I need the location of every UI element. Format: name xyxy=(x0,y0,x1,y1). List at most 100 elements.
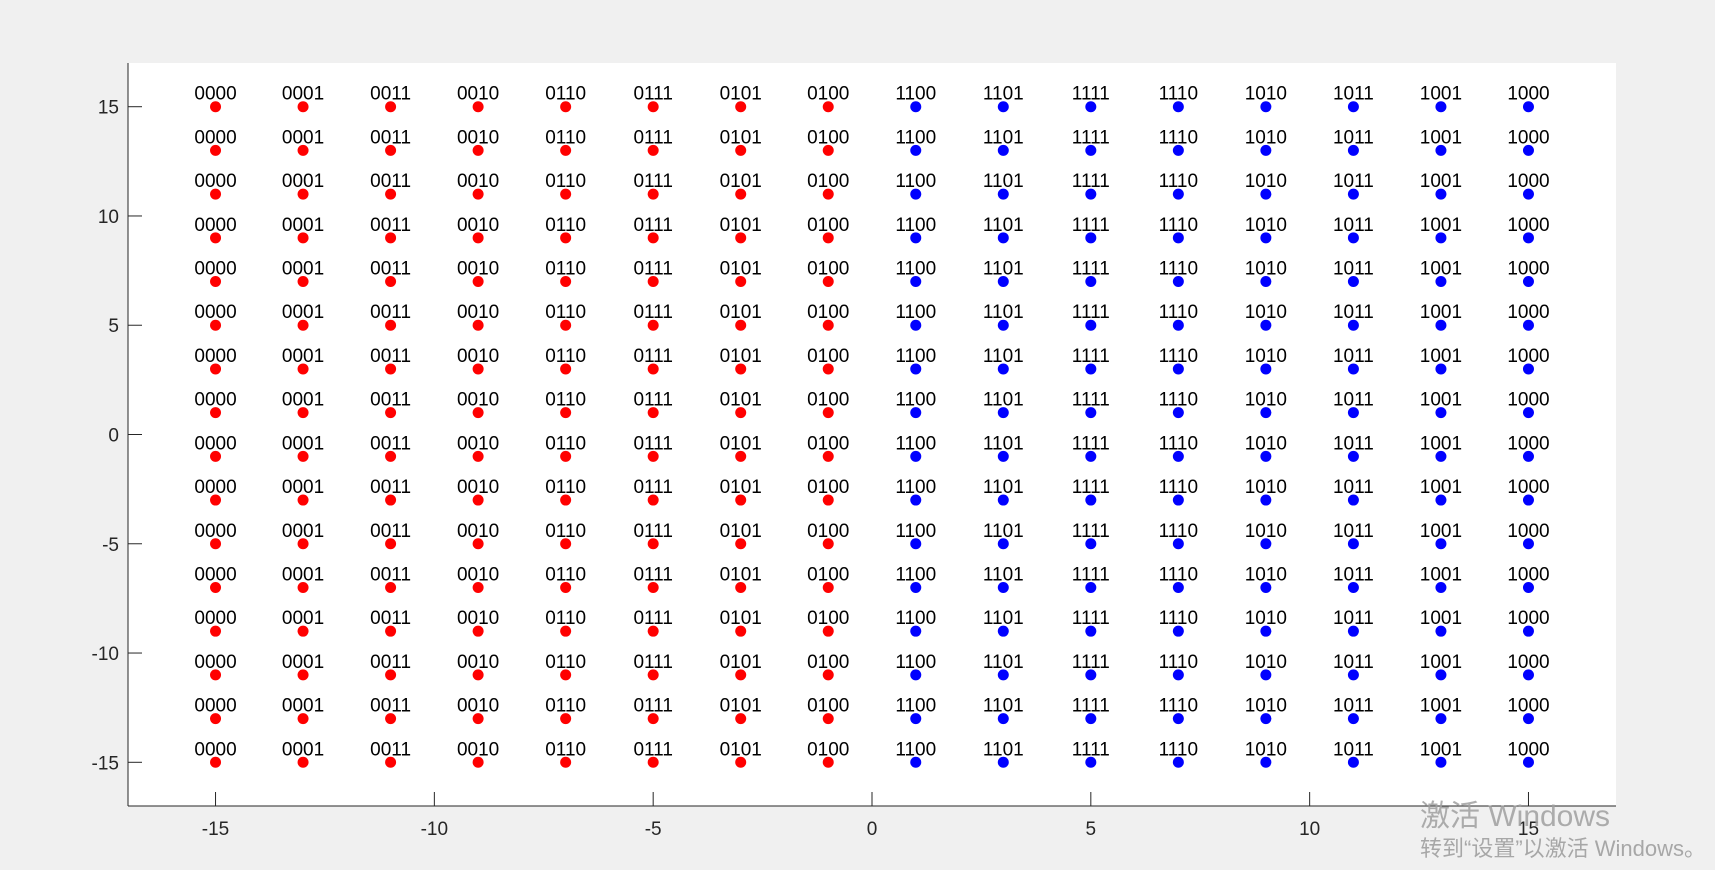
data-point xyxy=(735,319,747,331)
point-label: 0111 xyxy=(633,215,672,236)
y-tick-label: 10 xyxy=(98,207,119,228)
point-label: 0110 xyxy=(545,739,586,760)
point-label: 0000 xyxy=(194,608,236,629)
y-tick-label: 0 xyxy=(108,426,119,447)
point-label: 1101 xyxy=(983,564,1024,585)
data-point xyxy=(647,538,659,550)
data-point xyxy=(910,581,922,593)
point-label: 1001 xyxy=(1420,127,1462,148)
point-label: 1111 xyxy=(1072,477,1110,498)
data-point xyxy=(297,188,309,200)
point-label: 1011 xyxy=(1333,739,1374,760)
point-label: 0101 xyxy=(720,215,762,236)
point-label: 0010 xyxy=(457,739,499,760)
point-label: 0001 xyxy=(282,564,324,585)
point-label: 0000 xyxy=(194,477,236,498)
data-point xyxy=(735,713,747,725)
point-label: 0001 xyxy=(282,433,324,454)
data-point xyxy=(1260,144,1272,156)
point-label: 0110 xyxy=(545,390,586,411)
point-label: 0001 xyxy=(282,477,324,498)
data-point xyxy=(1172,450,1184,462)
point-label: 1100 xyxy=(895,739,936,760)
data-point xyxy=(647,232,659,244)
point-label: 0100 xyxy=(807,171,849,192)
point-label: 0000 xyxy=(194,521,236,542)
point-label: 1100 xyxy=(895,696,936,717)
data-point xyxy=(910,363,922,375)
point-label: 0010 xyxy=(457,608,499,629)
point-label: 1000 xyxy=(1507,564,1549,585)
point-label: 1001 xyxy=(1420,564,1462,585)
point-label: 1001 xyxy=(1420,608,1462,629)
point-label: 0111 xyxy=(633,346,672,367)
data-point xyxy=(822,713,834,725)
point-label: 0100 xyxy=(807,696,849,717)
data-point xyxy=(1260,232,1272,244)
data-point xyxy=(1085,756,1097,768)
point-label: 0111 xyxy=(633,171,672,192)
point-label: 0011 xyxy=(370,477,411,498)
data-point xyxy=(1085,276,1097,288)
data-point xyxy=(385,319,397,331)
data-point xyxy=(735,538,747,550)
data-point xyxy=(1347,538,1359,550)
point-label: 0001 xyxy=(282,696,324,717)
data-point xyxy=(910,276,922,288)
point-label: 1110 xyxy=(1159,696,1198,717)
point-label: 0111 xyxy=(633,652,672,673)
data-point xyxy=(1522,581,1534,593)
data-point xyxy=(472,538,484,550)
point-label: 0110 xyxy=(545,521,586,542)
point-label: 1100 xyxy=(895,346,936,367)
point-label: 1110 xyxy=(1159,127,1198,148)
point-label: 1010 xyxy=(1245,127,1287,148)
point-label: 1010 xyxy=(1245,346,1287,367)
point-label: 1111 xyxy=(1072,259,1110,280)
point-label: 1001 xyxy=(1420,521,1462,542)
data-point xyxy=(647,756,659,768)
point-label: 1010 xyxy=(1245,84,1287,105)
data-point xyxy=(910,713,922,725)
data-point xyxy=(210,101,222,113)
y-tick-label: -5 xyxy=(102,535,119,556)
point-label: 0100 xyxy=(807,477,849,498)
point-label: 0111 xyxy=(633,477,672,498)
data-point xyxy=(1172,494,1184,506)
data-point xyxy=(1347,101,1359,113)
data-point xyxy=(1260,363,1272,375)
data-point xyxy=(910,319,922,331)
data-point xyxy=(385,144,397,156)
data-point xyxy=(910,144,922,156)
data-point xyxy=(385,450,397,462)
point-label: 0010 xyxy=(457,433,499,454)
data-point xyxy=(560,101,572,113)
data-point xyxy=(910,232,922,244)
data-point xyxy=(1435,232,1447,244)
point-label: 0001 xyxy=(282,390,324,411)
data-point xyxy=(1435,538,1447,550)
data-point xyxy=(1172,144,1184,156)
data-point xyxy=(1435,407,1447,419)
point-label: 0010 xyxy=(457,696,499,717)
data-point xyxy=(822,756,834,768)
data-point xyxy=(1522,625,1534,637)
data-point xyxy=(822,625,834,637)
point-label: 1111 xyxy=(1072,215,1110,236)
point-label: 1111 xyxy=(1072,652,1110,673)
data-point xyxy=(210,669,222,681)
data-point xyxy=(1085,144,1097,156)
point-label: 1010 xyxy=(1245,739,1287,760)
point-label: 1101 xyxy=(983,652,1024,673)
data-point xyxy=(560,538,572,550)
data-point xyxy=(297,581,309,593)
data-point xyxy=(297,756,309,768)
data-point xyxy=(735,144,747,156)
data-point xyxy=(997,581,1009,593)
point-label: 1100 xyxy=(895,390,936,411)
point-label: 1000 xyxy=(1507,127,1549,148)
data-point xyxy=(822,363,834,375)
data-point xyxy=(735,625,747,637)
